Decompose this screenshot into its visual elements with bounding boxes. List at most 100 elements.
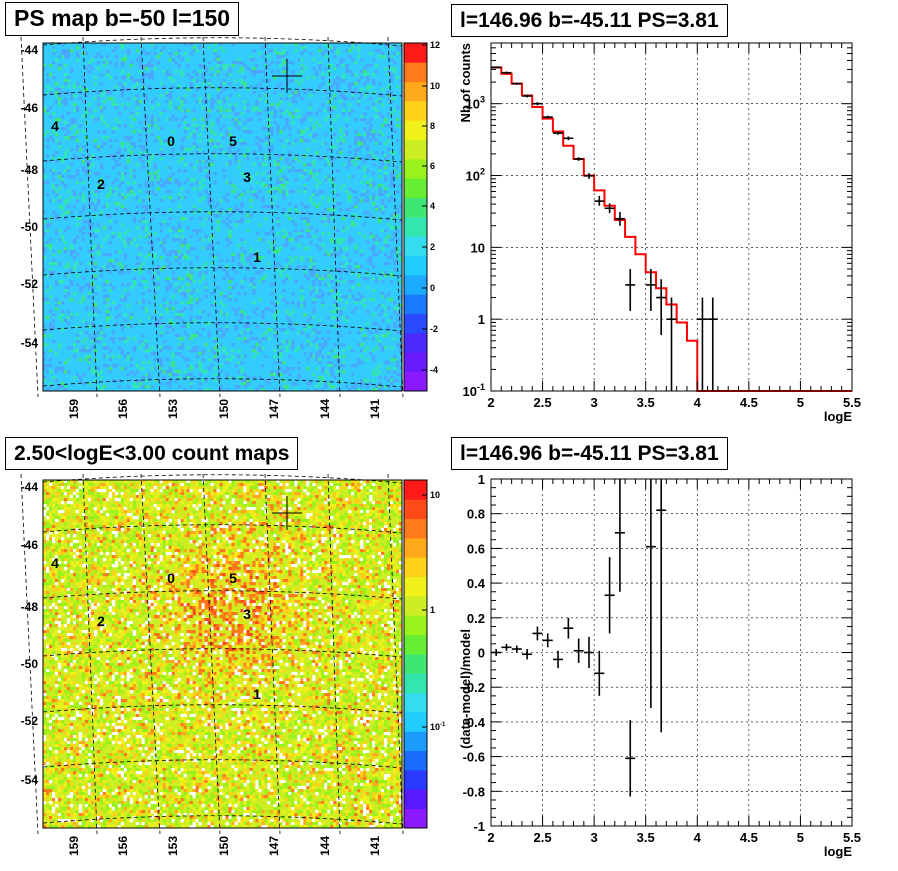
map-pixel — [309, 501, 313, 505]
map-pixel — [66, 166, 71, 170]
map-pixel — [249, 534, 253, 538]
map-pixel — [204, 522, 208, 526]
map-pixel — [198, 181, 202, 185]
map-pixel — [327, 217, 331, 221]
map-pixel — [351, 217, 355, 221]
map-pixel — [267, 337, 271, 341]
map-pixel — [372, 486, 376, 490]
map-pixel — [66, 49, 71, 53]
map-pixel — [138, 199, 143, 203]
map-pixel — [321, 232, 325, 236]
map-pixel — [297, 480, 301, 484]
map-pixel — [96, 148, 101, 152]
map-pixel — [186, 289, 190, 293]
map-pixel — [48, 537, 53, 541]
map-pixel — [327, 355, 331, 359]
map-pixel — [339, 151, 343, 155]
map-pixel — [321, 337, 325, 341]
map-pixel — [60, 205, 65, 209]
map-pixel — [144, 385, 149, 389]
map-pixel — [279, 355, 283, 359]
map-pixel — [126, 510, 131, 514]
map-pixel — [354, 534, 358, 538]
map-pixel — [372, 513, 376, 517]
map-pixel — [291, 91, 295, 95]
map-pixel — [69, 121, 74, 125]
map-pixel — [246, 376, 250, 380]
map-pixel — [378, 364, 382, 368]
map-pixel — [204, 322, 208, 326]
map-pixel — [216, 253, 220, 257]
map-pixel — [228, 139, 232, 143]
map-pixel — [366, 385, 370, 389]
map-pixel — [207, 531, 211, 535]
map-pixel — [246, 513, 250, 517]
map-pixel — [342, 355, 346, 359]
map-pixel — [198, 507, 202, 511]
map-pixel — [105, 253, 110, 257]
map-pixel — [93, 528, 98, 532]
map-pixel — [390, 58, 394, 62]
map-pixel — [117, 124, 122, 128]
map-pixel — [63, 250, 68, 254]
map-pixel — [297, 130, 301, 134]
map-pixel — [177, 510, 181, 514]
map-pixel — [387, 370, 391, 374]
map-pixel — [318, 352, 322, 356]
map-pixel — [291, 61, 295, 65]
map-pixel — [255, 106, 259, 110]
map-pixel — [180, 73, 184, 77]
map-pixel — [264, 61, 268, 65]
map-pixel — [138, 55, 143, 59]
map-pixel — [66, 148, 71, 152]
map-pixel — [378, 501, 382, 505]
map-pixel — [102, 385, 107, 389]
map-pixel — [381, 115, 385, 119]
map-pixel — [273, 355, 277, 359]
map-pixel — [204, 217, 208, 221]
map-pixel — [129, 169, 134, 173]
map-pixel — [237, 319, 241, 323]
map-pixel — [192, 510, 196, 514]
map-pixel — [168, 97, 172, 101]
map-pixel — [396, 307, 400, 311]
map-pixel — [372, 313, 376, 317]
map-pixel — [63, 103, 68, 107]
map-pixel — [105, 525, 110, 529]
map-pixel — [264, 217, 268, 221]
map-pixel — [192, 349, 196, 353]
map-pixel — [384, 157, 388, 161]
map-pixel — [192, 346, 196, 350]
map-pixel — [237, 127, 241, 131]
map-pixel — [360, 343, 364, 347]
map-pixel — [93, 516, 98, 520]
map-pixel — [72, 154, 77, 158]
map-pixel — [81, 115, 86, 119]
map-pixel — [75, 223, 80, 227]
map-pixel — [96, 52, 101, 56]
map-pixel — [294, 522, 298, 526]
map-pixel — [159, 480, 163, 484]
y-tick-label: -52 — [21, 277, 39, 291]
map-pixel — [381, 280, 385, 284]
map-pixel — [243, 373, 247, 377]
map-pixel — [225, 223, 229, 227]
map-pixel — [141, 205, 146, 209]
map-pixel — [48, 483, 53, 487]
map-pixel — [222, 528, 226, 532]
map-pixel — [81, 516, 86, 520]
map-pixel — [63, 100, 68, 104]
map-pixel — [225, 501, 229, 505]
map-pixel — [111, 265, 116, 269]
map-pixel — [63, 55, 68, 59]
map-pixel — [198, 501, 202, 505]
map-pixel — [195, 528, 199, 532]
map-pixel — [174, 537, 178, 541]
map-pixel — [147, 163, 151, 167]
map-pixel — [54, 118, 59, 122]
map-pixel — [54, 139, 59, 143]
map-pixel — [159, 112, 163, 116]
map-pixel — [66, 486, 71, 490]
map-pixel — [258, 486, 262, 490]
map-pixel — [111, 507, 116, 511]
